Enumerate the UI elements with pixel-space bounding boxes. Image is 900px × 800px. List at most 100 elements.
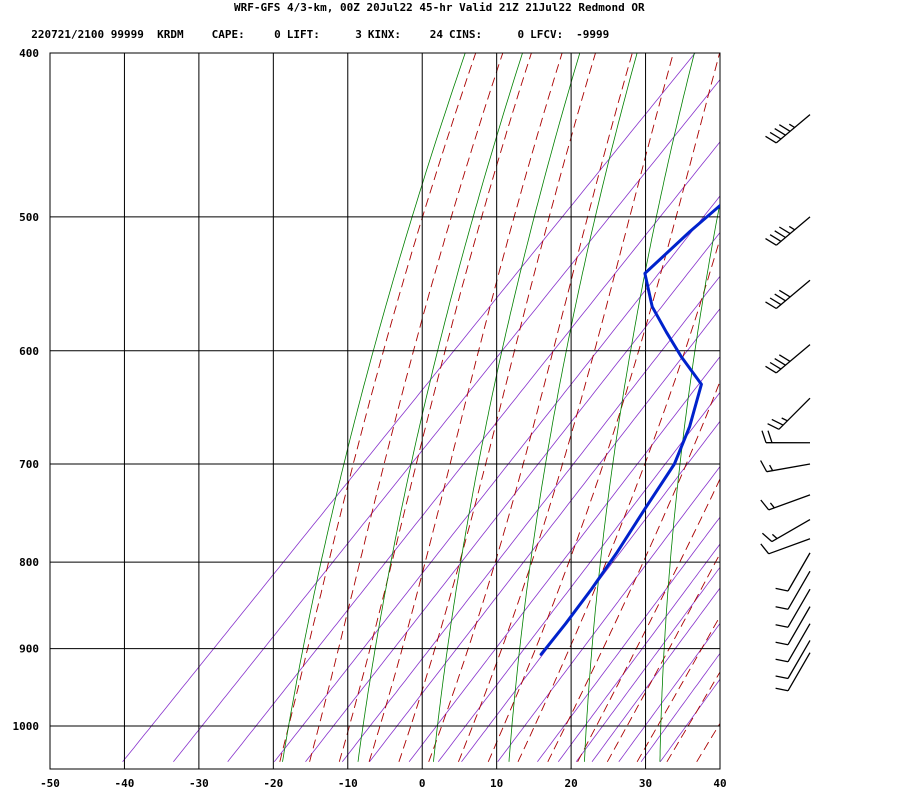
lfcv-label: LFCV:: [530, 28, 564, 41]
y-tick-label: 1000: [13, 720, 40, 733]
wind-barb: [765, 279, 811, 310]
mixing-ratio-line: [461, 420, 720, 763]
wind-barb-half-flag: [769, 502, 775, 509]
wind-barb-flag: [769, 361, 782, 370]
x-tick-label: 40: [713, 777, 726, 790]
wind-barb-staff: [775, 114, 811, 144]
moist-adiabat-line: [606, 552, 720, 763]
wind-barb-flag: [760, 543, 770, 555]
wind-barb-flag: [765, 238, 777, 246]
wind-barb-flag: [774, 128, 786, 136]
mixing-ratio-line: [173, 78, 720, 763]
x-tick-label: -30: [189, 777, 209, 790]
dry-adiabat-line: [880, 15, 900, 762]
wind-barb-staff: [771, 519, 811, 543]
y-tick-label: 900: [19, 643, 39, 656]
y-tick-labels: 400 500 600 700 800 900 1000: [13, 47, 40, 733]
wind-barb-flag: [775, 606, 789, 610]
wind-barb-half-flag: [771, 533, 778, 540]
plot-frame: [49, 52, 721, 770]
kinx-value: 24: [429, 28, 443, 41]
wind-barb: [765, 344, 811, 374]
wind-barb-flag: [769, 234, 782, 242]
wind-barb-flag: [765, 365, 777, 374]
mixing-ratio-line: [497, 465, 720, 763]
wind-barb: [767, 397, 811, 430]
wind-barb: [760, 494, 811, 511]
mixing-ratio-lines: [122, 53, 720, 763]
wind-barb-flag: [775, 587, 789, 592]
x-tick-label: 30: [639, 777, 652, 790]
wind-barb-flag: [767, 430, 773, 443]
y-tick-label: 700: [19, 458, 39, 471]
station-time: 220721/2100 99999 KRDM: [31, 28, 184, 41]
moist-adiabat-line: [309, 53, 504, 762]
wind-barb: [775, 640, 811, 680]
kinx-label: KINX:: [367, 28, 401, 41]
wind-barb-staff: [787, 588, 811, 628]
wind-barb-staff: [775, 279, 811, 309]
moist-adiabat-line: [487, 53, 720, 762]
wind-barb-staff: [775, 216, 811, 246]
moist-adiabat-line: [517, 237, 720, 762]
wind-barb-staff: [768, 494, 811, 511]
wind-barb-flag: [765, 135, 777, 144]
mixing-ratio-line: [341, 275, 720, 763]
mixing-ratio-line: [273, 195, 720, 763]
wind-barb-flag: [760, 460, 768, 473]
mixing-ratio-line: [227, 141, 720, 763]
isotherms: [123, 53, 647, 769]
x-tick-labels: -50 -40 -30 -20 -10 0 10 20 30 40: [40, 777, 727, 790]
mixing-ratio-line: [408, 356, 720, 763]
wind-barb-half-flag: [769, 464, 774, 471]
dry-adiabat-line: [282, 53, 466, 762]
moist-adiabat-line: [338, 53, 532, 762]
wind-barb-flag: [761, 532, 773, 543]
lift-label: LIFT:: [286, 28, 320, 41]
wind-barb: [775, 552, 811, 592]
wind-barb-staff: [766, 463, 811, 473]
x-tick-label: -10: [338, 777, 358, 790]
wind-barb: [760, 460, 811, 473]
wind-barb: [760, 538, 811, 555]
wind-barb: [761, 430, 811, 444]
wind-barb: [775, 652, 811, 692]
wind-barb-staff: [787, 623, 811, 663]
wind-barb-staff: [778, 397, 811, 430]
dry-adiabat-line: [659, 200, 720, 762]
dry-adiabat-line: [809, 15, 874, 762]
moist-adiabat-line: [428, 53, 633, 762]
moist-adiabat-line: [279, 53, 477, 762]
wind-barb-flag: [775, 641, 789, 646]
wind-barb: [775, 623, 811, 663]
isobars: [50, 52, 720, 727]
moist-adiabat-line: [368, 53, 563, 762]
chart-title: WRF-GFS 4/3-km, 00Z 20Jul22 45-hr Valid …: [234, 1, 645, 14]
wind-barb-staff: [775, 344, 811, 374]
wind-barb-flag: [778, 124, 791, 132]
wind-barb-flag: [778, 354, 791, 362]
moist-adiabat-line: [547, 380, 720, 762]
dry-adiabat-line: [508, 53, 638, 762]
sounding-traces: [539, 203, 720, 656]
wind-barb: [765, 216, 811, 246]
dry-adiabat-line: [357, 53, 523, 762]
dry-adiabat-line: [433, 53, 581, 762]
dry-adiabat-line: [584, 53, 695, 762]
x-tick-label: -40: [115, 777, 135, 790]
moist-adiabat-line: [457, 53, 674, 762]
wind-barb-staff: [787, 652, 811, 692]
mixing-ratio-line: [659, 678, 720, 763]
moist-adiabat-line: [398, 53, 596, 762]
sounding-indices: 220721/2100 99999 KRDM CAPE: 0 LIFT: 3 KINX: 2…: [18, 15, 900, 41]
x-tick-label: -50: [40, 777, 60, 790]
x-tick-label: 0: [419, 777, 426, 790]
dry-adiabats: [282, 15, 900, 762]
wind-barb-flag: [761, 430, 767, 443]
wind-barb-flag: [775, 687, 789, 692]
wind-barb-staff: [768, 538, 811, 555]
wind-barb-flag: [771, 418, 784, 426]
dewpoint-trace: [539, 203, 720, 656]
y-tick-label: 500: [19, 211, 39, 224]
moist-adiabat-line: [577, 477, 720, 763]
